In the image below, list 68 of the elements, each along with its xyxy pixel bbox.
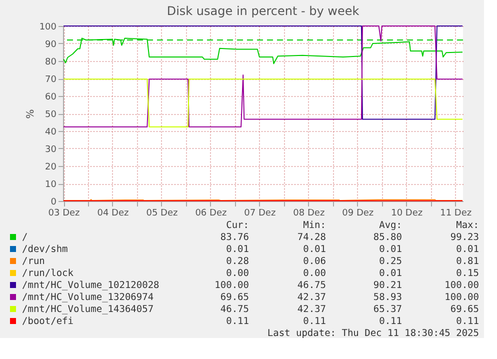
- text: 0.01: [379, 244, 402, 255]
- y-tick-label: 50: [45, 110, 57, 120]
- text: 100.00: [444, 280, 480, 291]
- text: 0.11: [226, 316, 250, 327]
- text: 100.00: [214, 280, 250, 291]
- text: 65.37: [373, 304, 402, 315]
- text: 42.37: [297, 292, 326, 303]
- text: 0.01: [226, 244, 250, 255]
- legend-label: /run: [22, 256, 45, 267]
- text: 46.75: [297, 280, 326, 291]
- text: Last update: Thu Dec 11 18:30:45 2025: [267, 328, 479, 339]
- text: 74.28: [297, 232, 326, 243]
- x-tick-label: 05 Dez: [146, 208, 178, 218]
- text: 0.06: [303, 256, 326, 267]
- legend-label: /boot/efi: [22, 316, 74, 327]
- y-tick-label: 20: [45, 162, 57, 172]
- y-tick-label: 40: [45, 128, 57, 138]
- legend-label: /mnt/HC_Volume_14364057: [22, 304, 154, 315]
- chart-title: Disk usage in percent - by week: [166, 4, 360, 18]
- y-tick-label: 10: [45, 180, 57, 190]
- text: Min:: [303, 220, 326, 231]
- text: 58.93: [373, 292, 402, 303]
- y-axis-title: %: [25, 109, 36, 119]
- text: 83.76: [220, 232, 250, 243]
- text: 0.01: [303, 244, 326, 255]
- legend-label: /mnt/HC_Volume_102120028: [22, 280, 160, 291]
- x-tick-label: 07 Dez: [244, 208, 276, 218]
- legend-label: /mnt/HC_Volume_13206974: [22, 292, 154, 303]
- text: Cur:: [226, 220, 249, 231]
- text: 0.11: [303, 316, 326, 327]
- text: 0.11: [456, 316, 480, 327]
- y-tick-label: 90: [45, 40, 57, 50]
- y-tick-label: 30: [45, 145, 57, 155]
- text: Avg:: [379, 220, 402, 231]
- legend-label: /dev/shm: [22, 244, 68, 255]
- y-tick-label: 70: [45, 75, 57, 85]
- x-tick-label: 03 Dez: [48, 208, 80, 218]
- x-tick-label: 08 Dez: [293, 208, 325, 218]
- text: 46.75: [220, 304, 249, 315]
- text: 0.00: [226, 268, 250, 279]
- x-tick-label: 04 Dez: [97, 208, 130, 218]
- text: 69.65: [450, 304, 479, 315]
- text: 0.28: [226, 256, 250, 267]
- text: 0.01: [379, 268, 402, 279]
- y-tick-label: 80: [45, 58, 57, 68]
- text: 0.00: [303, 268, 326, 279]
- text: 90.21: [373, 280, 402, 291]
- y-tick-label: 0: [50, 198, 57, 208]
- y-tick-label: 60: [45, 92, 57, 102]
- text: 99.23: [450, 232, 479, 243]
- text: 100.00: [444, 292, 480, 303]
- text: 0.25: [379, 256, 402, 267]
- text: Max:: [456, 220, 479, 231]
- x-tick-label: 11 Dez: [440, 208, 472, 218]
- text: 85.80: [373, 232, 402, 243]
- text: 0.01: [456, 244, 480, 255]
- x-tick-label: 09 Dez: [342, 208, 374, 218]
- y-tick-label: 100: [39, 22, 57, 32]
- legend-label: /: [22, 232, 28, 243]
- text: 0.11: [379, 316, 402, 327]
- x-tick-label: 06 Dez: [195, 208, 227, 218]
- text: 69.65: [220, 292, 249, 303]
- text: 0.81: [456, 256, 480, 267]
- legend-label: /run/lock: [22, 268, 74, 279]
- x-tick-label: 10 Dez: [391, 208, 423, 218]
- text: 0.15: [456, 268, 479, 279]
- line-series: [63, 38, 463, 64]
- text: 42.37: [297, 304, 326, 315]
